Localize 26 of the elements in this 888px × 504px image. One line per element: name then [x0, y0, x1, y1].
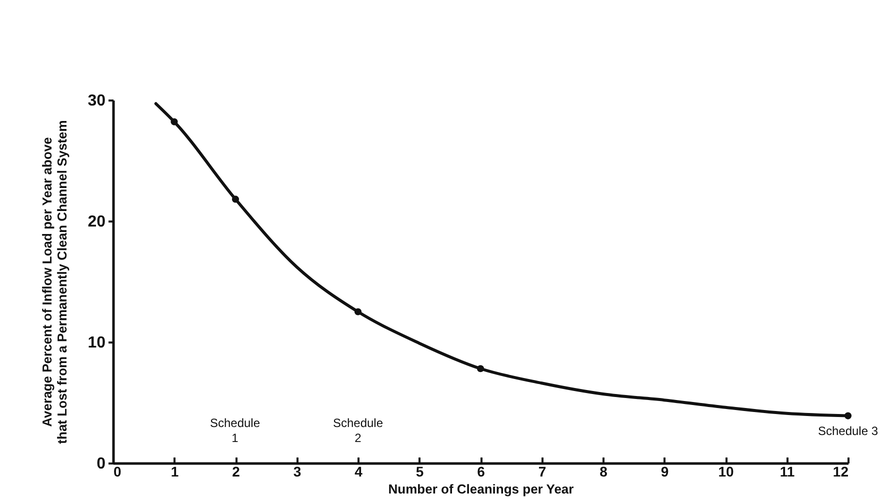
annotation: Schedule 3 [818, 424, 878, 438]
annotation: Schedule 2 [332, 416, 384, 445]
x-axis-title: Number of Cleanings per Year [388, 482, 574, 496]
x-tick-label: 4 [354, 464, 363, 480]
x-tick-label: 12 [832, 464, 849, 480]
point [170, 118, 178, 126]
x-tick-label: 9 [660, 464, 669, 480]
y-tick-label: 10 [88, 334, 106, 352]
y-tick-label: 20 [88, 214, 106, 230]
point [844, 412, 852, 420]
y-tick-label: 30 [88, 92, 106, 110]
point [232, 196, 240, 203]
x-tick-label: 11 [780, 464, 795, 480]
point [476, 365, 484, 372]
y-axis-title: Average Percent of Inflow Load per Year above that Lost from a Permanently Clean Channel System [40, 120, 70, 444]
x-tick-label: 3 [293, 464, 302, 480]
x-tick-label: 5 [416, 464, 424, 480]
annotation: Schedule 1 [210, 416, 260, 445]
x-tick-label: 8 [600, 464, 608, 480]
x-tick-label: 1 [170, 464, 179, 480]
x-tick-label: 0 [114, 464, 122, 480]
x-tick-label: 6 [477, 464, 486, 480]
x-tick-label: 10 [718, 464, 734, 480]
x-tick-label: 7 [538, 464, 546, 480]
point [354, 308, 362, 316]
x-tick-label: 2 [232, 464, 240, 480]
